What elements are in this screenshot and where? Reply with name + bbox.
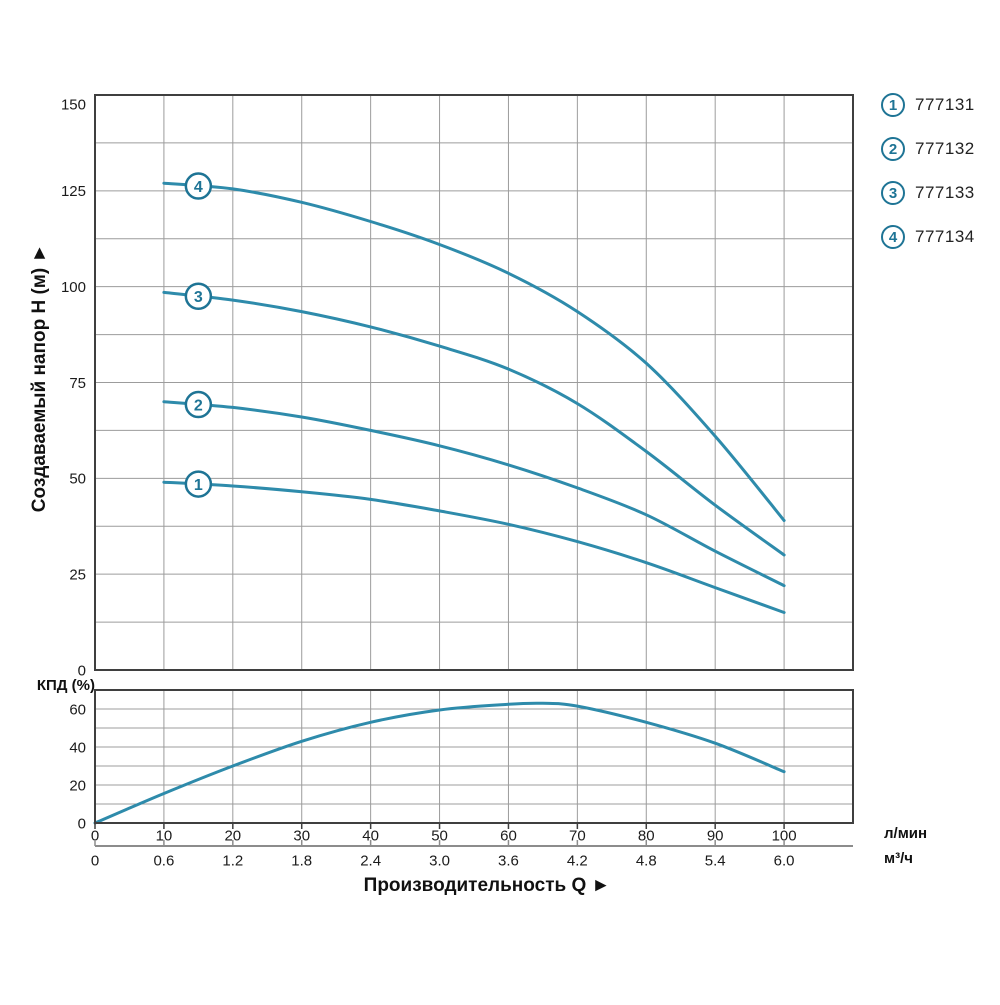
head-y-tick-label: 75 — [69, 375, 86, 392]
head-y-tick-label: 50 — [69, 471, 86, 488]
curve-label-number-1: 1 — [194, 477, 203, 494]
kpd-y-tick-label: 0 — [78, 815, 86, 832]
legend-item-777134: 4 777134 — [881, 225, 975, 249]
x-tick-label-lmin: 70 — [569, 827, 586, 844]
head-plot-grid — [95, 95, 853, 670]
x-tick-label-m3h: 0 — [91, 852, 99, 869]
legend-model-label: 777133 — [915, 183, 975, 202]
head-y-tick-labels: 0 25 50 75 100 125 150 — [61, 96, 86, 679]
head-y-tick-label: 25 — [69, 567, 86, 584]
curve-label-circle-1 — [184, 470, 213, 498]
unit-label-m3h: м³/ч — [884, 850, 913, 867]
kpd-curve — [93, 701, 786, 825]
legend-model-label: 777134 — [915, 227, 975, 246]
kpd-y-tick-label: 20 — [69, 777, 86, 794]
kpd-y-tick-labels: 0 20 40 60 — [69, 701, 86, 832]
curve-label-circle-3 — [184, 282, 213, 310]
x-axis-m3h: 0 0.6 1.2 1.8 2.4 3.0 3.6 4.2 4.8 5.4 6.0 — [91, 840, 853, 869]
head-curve-1 — [162, 480, 786, 614]
x-tick-label-m3h: 1.8 — [291, 852, 312, 869]
curve-label-number-3: 3 — [194, 289, 203, 306]
y-axis-title: Создаваемый напор H (м) ► — [29, 243, 50, 513]
kpd-axis-label: КПД (%) — [36, 677, 95, 694]
x-tick-label-lmin: 100 — [772, 827, 797, 844]
head-curve-2 — [162, 400, 786, 588]
kpd-plot-grid — [95, 690, 853, 823]
legend-number-icon: 4 — [881, 225, 905, 249]
legend-item-777133: 3 777133 — [881, 181, 975, 205]
head-y-tick-label: 0 — [78, 662, 86, 679]
legend-number-icon: 1 — [881, 93, 905, 117]
curve-label-circle-2 — [184, 390, 213, 419]
x-tick-label-m3h: 1.2 — [222, 852, 243, 869]
x-tick-label-m3h: 0.6 — [153, 852, 174, 869]
x-tick-label-m3h: 2.4 — [360, 852, 381, 869]
x-tick-label-lmin: 60 — [500, 827, 517, 844]
x-axis-title: Производительность Q ► — [363, 875, 611, 896]
head-y-tick-label: 100 — [61, 279, 86, 296]
x-axis-lmin: 0 10 20 30 40 50 60 70 80 90 100 — [91, 824, 797, 844]
kpd-y-tick-label: 60 — [69, 701, 86, 718]
legend-number-icon: 2 — [881, 137, 905, 161]
x-tick-label-lmin: 50 — [431, 827, 448, 844]
x-tick-label-m3h: 6.0 — [774, 852, 795, 869]
x-tick-label-m3h: 3.0 — [429, 852, 450, 869]
curve-number-labels: 1 2 3 4 — [184, 172, 213, 498]
head-y-tick-label: 125 — [61, 183, 86, 200]
curve-label-number-4: 4 — [194, 179, 203, 196]
legend-model-label: 777131 — [915, 95, 975, 114]
x-tick-label-lmin: 80 — [638, 827, 655, 844]
x-tick-label-lmin: 0 — [91, 827, 99, 844]
kpd-plot-border — [94, 689, 854, 824]
x-tick-label-m3h: 4.2 — [567, 852, 588, 869]
head-curve-3 — [162, 290, 786, 557]
curve-label-circle-4 — [184, 172, 213, 200]
kpd-y-tick-label: 40 — [69, 739, 86, 756]
legend-item-777131: 1 777131 — [881, 93, 975, 117]
x-tick-label-lmin: 20 — [224, 827, 241, 844]
curve-label-number-2: 2 — [194, 397, 203, 414]
legend-number-icon: 3 — [881, 181, 905, 205]
head-y-tick-label: 150 — [61, 96, 86, 113]
head-curves — [162, 181, 786, 614]
head-curve-4 — [162, 181, 786, 522]
legend-item-777132: 2 777132 — [881, 137, 975, 161]
legend-model-label: 777132 — [915, 139, 975, 158]
head-plot-border — [94, 94, 854, 671]
x-tick-label-lmin: 40 — [362, 827, 379, 844]
x-tick-label-lmin: 90 — [707, 827, 724, 844]
x-tick-label-m3h: 4.8 — [636, 852, 657, 869]
x-tick-label-m3h: 5.4 — [705, 852, 726, 869]
x-tick-label-m3h: 3.6 — [498, 852, 519, 869]
unit-label-lmin: л/мин — [884, 825, 928, 842]
x-tick-label-lmin: 30 — [293, 827, 310, 844]
x-tick-label-lmin: 10 — [156, 827, 173, 844]
